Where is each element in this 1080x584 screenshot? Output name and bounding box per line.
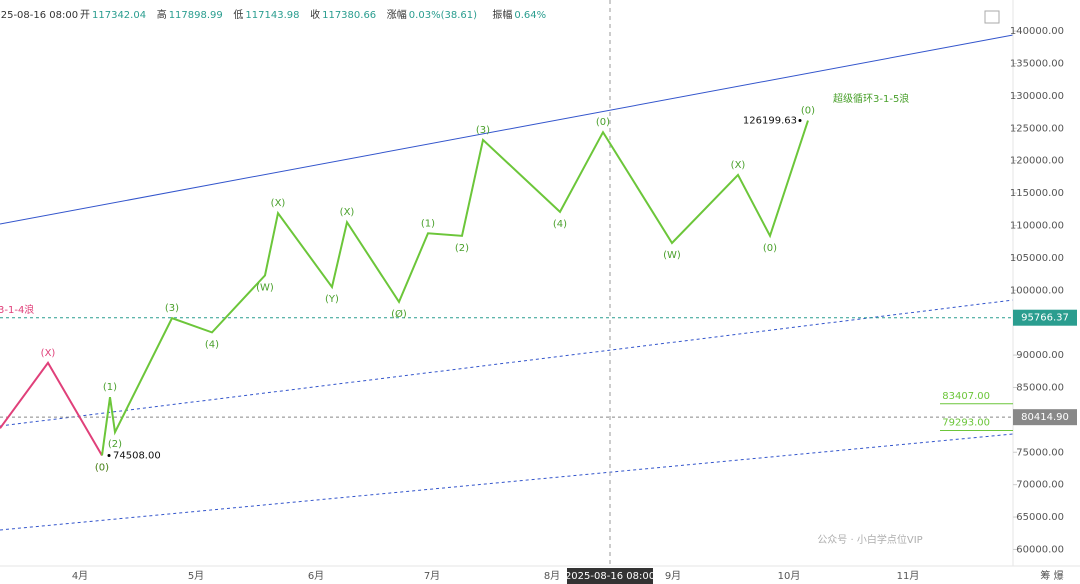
crosshair-label: 2025-08-16 08:00 [565, 571, 655, 582]
annotation: 超级循环3-1-5浪 [833, 92, 909, 105]
price-mark-label: 74508.00 [113, 450, 161, 461]
x-tick-label: 9月 [665, 570, 681, 582]
crosshair-label-bg [567, 568, 653, 584]
trend-line [0, 299, 1014, 427]
header-label: 低 [233, 8, 243, 21]
trend-line [0, 34, 1014, 225]
price-mark-label: 126199.63 [743, 116, 797, 127]
header-value: 117342.04 [92, 10, 146, 21]
x-tick-label: 11月 [897, 570, 920, 582]
wave-label: (3) [476, 125, 490, 136]
price-tag [1013, 409, 1077, 426]
wave-label: (X) [41, 348, 56, 359]
price-tag-label: 95766.37 [1021, 313, 1069, 324]
price-tag [1013, 309, 1077, 326]
header-label: 收 [310, 8, 320, 21]
wave-label: (3) [165, 303, 179, 314]
wave-line [0, 361, 103, 456]
y-tick-label: 130000.00 [1010, 91, 1064, 102]
price-tag-label: 80414.90 [1021, 412, 1069, 423]
wave-label: (2) [455, 243, 469, 254]
header-value: 117143.98 [245, 10, 299, 21]
header-label: 高 [157, 8, 167, 21]
x-tick-label: 10月 [778, 570, 801, 582]
header-value: 117898.99 [169, 10, 223, 21]
header-time: 2025-08-16 08:00 [0, 10, 78, 21]
x-tick-label: 7月 [424, 570, 440, 582]
y-tick-label: 115000.00 [1010, 188, 1064, 199]
wave-label: (0) [596, 117, 610, 128]
y-tick-label: 120000.00 [1010, 156, 1064, 167]
y-tick-label: 125000.00 [1010, 123, 1064, 134]
y-tick-label: 105000.00 [1010, 253, 1064, 264]
wave-label: (0) [763, 243, 777, 254]
target-label: 79293.00 [942, 417, 990, 428]
y-tick-label: 85000.00 [1016, 382, 1064, 393]
header: 2025-08-16 08:00开117342.04高117898.99低117… [0, 8, 546, 21]
wave-label: (1) [421, 218, 435, 229]
header-value: 0.03%(38.61) [409, 10, 477, 21]
y-tick-label: 70000.00 [1016, 480, 1064, 491]
price-mark [107, 453, 111, 457]
x-tick-label: 5月 [188, 570, 204, 582]
wave-line [101, 120, 809, 456]
target-label: 83407.00 [942, 391, 990, 402]
wave-label: (0) [95, 462, 109, 473]
y-tick-label: 100000.00 [1010, 285, 1064, 296]
watermark: 公众号 · 小白学点位VIP [817, 533, 922, 546]
y-tick-label: 140000.00 [1010, 26, 1064, 37]
wave-label: (X) [731, 160, 746, 171]
wave-label: (W) [256, 282, 274, 293]
x-tick-label: 8月 [544, 570, 560, 582]
wave-label: (0) [95, 462, 109, 473]
wave-label: (Ø) [391, 308, 407, 320]
y-tick-label: 75000.00 [1016, 447, 1064, 458]
y-tick-label: 65000.00 [1016, 512, 1064, 523]
y-tick-label: 60000.00 [1016, 544, 1064, 555]
wave-label: (2) [108, 439, 122, 450]
wave-label: (Y) [325, 294, 339, 305]
y-tick-label: 90000.00 [1016, 350, 1064, 361]
wave-label: (X) [340, 207, 355, 218]
wave-label: (1) [103, 382, 117, 393]
price-mark [798, 119, 802, 123]
wave-label: (0) [801, 106, 815, 117]
wave-label: (X) [271, 198, 286, 209]
x-tick-label: 4月 [72, 570, 88, 582]
y-tick-label: 135000.00 [1010, 58, 1064, 69]
header-value: 0.64% [514, 10, 546, 21]
wave-label: (4) [205, 339, 219, 350]
trend-line [0, 433, 1014, 531]
wave-label: (4) [553, 219, 567, 230]
axis-buttons[interactable]: 筹 爆 [1040, 569, 1063, 582]
fullscreen-button[interactable] [984, 10, 1000, 24]
annotation: 3-1-4浪 [0, 303, 34, 316]
y-tick-label: 110000.00 [1010, 220, 1064, 231]
header-label: 振幅 [492, 8, 512, 21]
header-label: 涨幅 [387, 8, 407, 21]
header-value: 117380.66 [322, 10, 376, 21]
x-tick-label: 6月 [308, 570, 324, 582]
header-label: 开 [80, 10, 90, 21]
wave-label: (W) [663, 250, 681, 261]
